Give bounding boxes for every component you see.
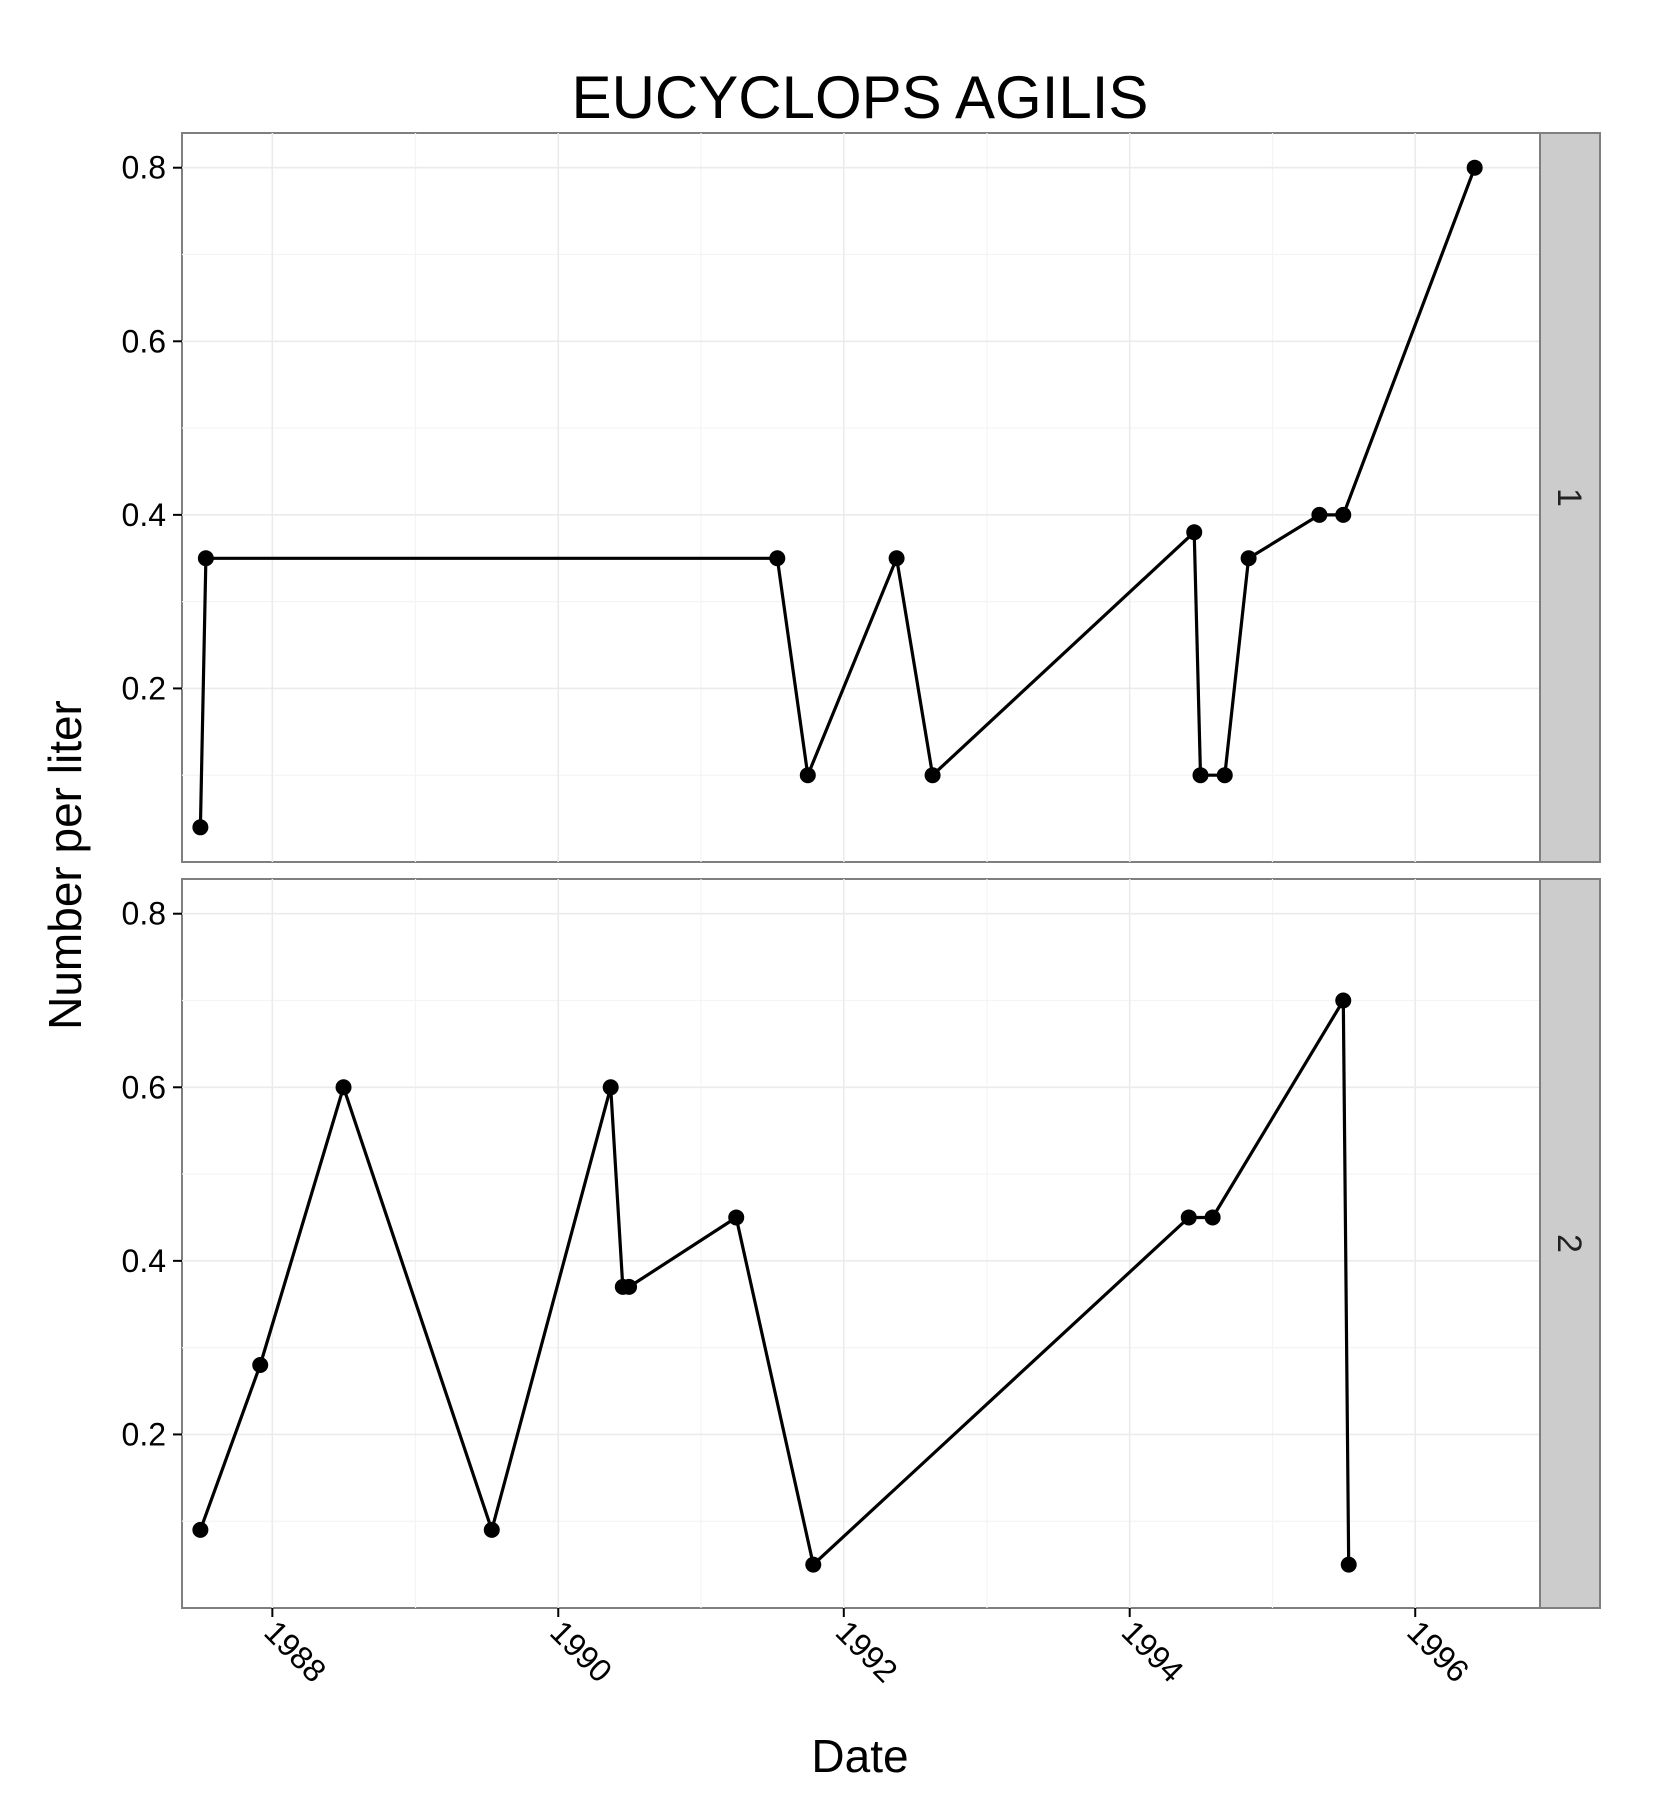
x-tick-label: 1996 (1400, 1613, 1476, 1689)
data-point (1204, 1209, 1221, 1226)
facet-strip-label: 2 (1550, 1234, 1588, 1253)
data-point (1216, 767, 1233, 784)
data-point (192, 1521, 209, 1538)
facet-panel-1: 0.2 0.4 0.6 0.8 1 (122, 132, 1601, 863)
x-tick-label: 1990 (543, 1613, 619, 1689)
data-point (924, 767, 941, 784)
y-tick-label: 0.8 (122, 150, 166, 186)
y-tick-label: 0.2 (122, 1416, 166, 1452)
data-point (1335, 992, 1352, 1009)
data-point (197, 550, 214, 567)
data-point (1335, 506, 1352, 523)
facet-strip-label: 1 (1550, 488, 1588, 507)
data-point (728, 1209, 745, 1226)
facet-strip (1539, 132, 1601, 863)
y-tick-label: 0.4 (122, 497, 166, 533)
data-point (799, 767, 816, 784)
y-tick-label: 0.6 (122, 1069, 166, 1105)
plot-area: 0.2 0.4 0.6 0.8 1 0.2 0.4 0.6 0.8 2 1988 1990 1992 19… (122, 132, 1601, 1689)
data-point (1311, 506, 1328, 523)
data-point (252, 1357, 269, 1373)
data-point (1340, 1556, 1357, 1573)
facet-panel-2: 0.2 0.4 0.6 0.8 2 (122, 878, 1601, 1609)
data-point (1180, 1209, 1197, 1226)
data-point (1240, 550, 1257, 567)
y-tick-label: 0.4 (122, 1243, 166, 1279)
data-point (1466, 159, 1483, 176)
panel-background (181, 132, 1541, 863)
data-point (621, 1278, 638, 1295)
data-point (192, 819, 209, 836)
data-point (1192, 767, 1209, 784)
data-point (483, 1521, 500, 1538)
y-axis-title: Number per liter (39, 700, 91, 1030)
data-point (1186, 524, 1203, 541)
x-axis-title: Date (811, 1730, 908, 1782)
x-tick-label: 1992 (829, 1613, 905, 1689)
data-point (335, 1079, 352, 1096)
data-point (805, 1556, 822, 1573)
x-tick-label: 1988 (257, 1613, 333, 1689)
y-tick-label: 0.8 (122, 896, 166, 932)
panel-background (181, 878, 1541, 1609)
facet-strip (1539, 878, 1601, 1609)
x-tick-label: 1994 (1115, 1613, 1191, 1689)
data-point (888, 550, 905, 567)
y-tick-label: 0.6 (122, 323, 166, 359)
y-tick-label: 0.2 (122, 670, 166, 706)
data-point (602, 1079, 619, 1096)
chart-title: EUCYCLOPS AGILIS (572, 64, 1149, 131)
data-point (769, 550, 786, 567)
